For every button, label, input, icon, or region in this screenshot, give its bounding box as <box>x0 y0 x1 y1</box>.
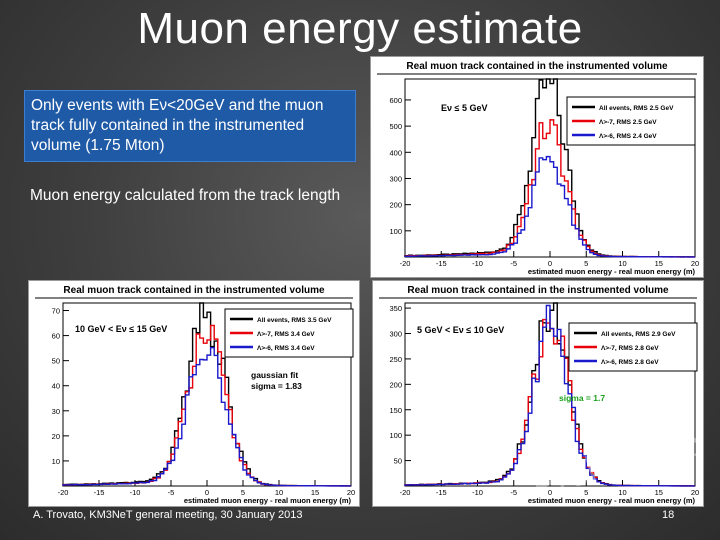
x-tick-label: 20 <box>347 488 355 497</box>
x-tick-label: -10 <box>472 488 483 497</box>
x-tick-label: -10 <box>472 259 483 268</box>
x-tick-label: 15 <box>311 488 319 497</box>
highlight-box: Only events with Eν<20GeV and the muon t… <box>24 90 356 162</box>
legend-label: Λ>-7, RMS 3.4 GeV <box>257 331 315 338</box>
histogram-svg: Real muon track contained in the instrum… <box>377 61 699 276</box>
x-tick-label: 5 <box>241 488 245 497</box>
y-tick-label: 100 <box>389 227 402 236</box>
histogram-series <box>404 155 695 258</box>
page-number: 18 <box>662 509 675 521</box>
x-tick-label: -20 <box>400 488 411 497</box>
legend-label: All events, RMS 2.9 GeV <box>601 331 676 338</box>
y-tick-label: 150 <box>389 406 402 415</box>
y-tick-label: 30 <box>52 407 60 416</box>
bullet-text: Muon energy calculated from the track le… <box>30 187 341 204</box>
energy-range-label: Eν ≤ 5 GeV <box>441 103 487 113</box>
x-tick-label: 0 <box>548 259 552 268</box>
y-tick-label: 100 <box>389 431 402 440</box>
x-tick-label: 20 <box>691 488 699 497</box>
x-tick-label: 10 <box>275 488 283 497</box>
x-tick-label: -15 <box>436 488 447 497</box>
x-tick-label: -5 <box>168 488 175 497</box>
x-tick-label: 20 <box>691 259 699 268</box>
x-tick-label: 5 <box>584 488 588 497</box>
x-tick-label: -20 <box>58 488 69 497</box>
legend-label: Λ>-6, RMS 2.8 GeV <box>601 359 659 366</box>
x-tick-label: -10 <box>130 488 141 497</box>
y-tick-label: 350 <box>389 304 402 313</box>
x-axis-label: estimated muon energy - real muon energy… <box>528 496 696 505</box>
legend-label: Λ>-7, RMS 2.5 GeV <box>599 119 657 126</box>
histogram-series <box>404 304 695 487</box>
y-tick-label: 250 <box>389 355 402 364</box>
histogram-series <box>62 347 351 487</box>
energy-range-label: 5 GeV < Eν ≤ 10 GeV <box>417 325 504 335</box>
x-axis-label: estimated muon energy - real muon energy… <box>528 267 696 276</box>
x-tick-label: -5 <box>510 259 517 268</box>
y-tick-label: 200 <box>389 201 402 210</box>
x-tick-label: -15 <box>94 488 105 497</box>
x-tick-label: -20 <box>400 259 411 268</box>
x-axis-label: estimated muon energy - real muon energy… <box>184 496 352 505</box>
y-tick-label: 200 <box>389 380 402 389</box>
chart-panel-top-right: Real muon track contained in the instrum… <box>370 56 704 278</box>
y-tick-label: 600 <box>389 96 402 105</box>
fit-label: gaussian fit <box>251 370 298 380</box>
legend-label: All events, RMS 3.5 GeV <box>257 317 332 324</box>
panel-title: Real muon track contained in the instrum… <box>407 285 669 296</box>
panel-title: Real muon track contained in the instrum… <box>406 61 668 72</box>
panel-title: Real muon track contained in the instrum… <box>63 285 325 296</box>
y-tick-label: 70 <box>52 307 60 316</box>
x-tick-label: -15 <box>436 259 447 268</box>
x-tick-label: -5 <box>510 488 517 497</box>
fit-sigma-label: sigma = 1.7 <box>559 393 605 403</box>
legend-label: Λ>-7, RMS 2.8 GeV <box>601 345 659 352</box>
x-tick-label: 15 <box>655 259 663 268</box>
y-tick-label: 50 <box>394 457 402 466</box>
histogram-svg: Real muon track contained in the instrum… <box>379 285 699 505</box>
footer-text: A. Trovato, KM3NeT general meeting, 30 J… <box>33 509 303 521</box>
y-tick-label: 300 <box>389 174 402 183</box>
fit-sigma-label: sigma = 1.83 <box>251 381 302 391</box>
chart-panel-bottom-right: Real muon track contained in the instrum… <box>372 280 704 507</box>
legend-label: Λ>-6, RMS 3.4 GeV <box>257 345 315 352</box>
chart-panel-bottom-left: Real muon track contained in the instrum… <box>28 280 360 507</box>
x-tick-label: 0 <box>205 488 209 497</box>
slide-title: Muon energy estimate <box>137 4 583 53</box>
y-tick-label: 40 <box>52 382 60 391</box>
x-tick-label: 10 <box>618 259 626 268</box>
x-tick-label: 5 <box>584 259 588 268</box>
y-tick-label: 10 <box>52 457 60 466</box>
x-tick-label: 10 <box>618 488 626 497</box>
y-tick-label: 400 <box>389 148 402 157</box>
histogram-svg: Real muon track contained in the instrum… <box>35 285 355 505</box>
y-tick-label: 20 <box>52 432 60 441</box>
y-tick-label: 50 <box>52 357 60 366</box>
y-tick-label: 500 <box>389 122 402 131</box>
x-tick-label: 0 <box>548 488 552 497</box>
energy-range-label: 10 GeV < Eν ≤ 15 GeV <box>75 324 167 334</box>
legend-label: All events, RMS 2.5 GeV <box>599 105 674 112</box>
y-tick-label: 60 <box>52 332 60 341</box>
y-tick-label: 300 <box>389 330 402 339</box>
x-tick-label: 15 <box>655 488 663 497</box>
legend-label: Λ>-6, RMS 2.4 GeV <box>599 133 657 140</box>
